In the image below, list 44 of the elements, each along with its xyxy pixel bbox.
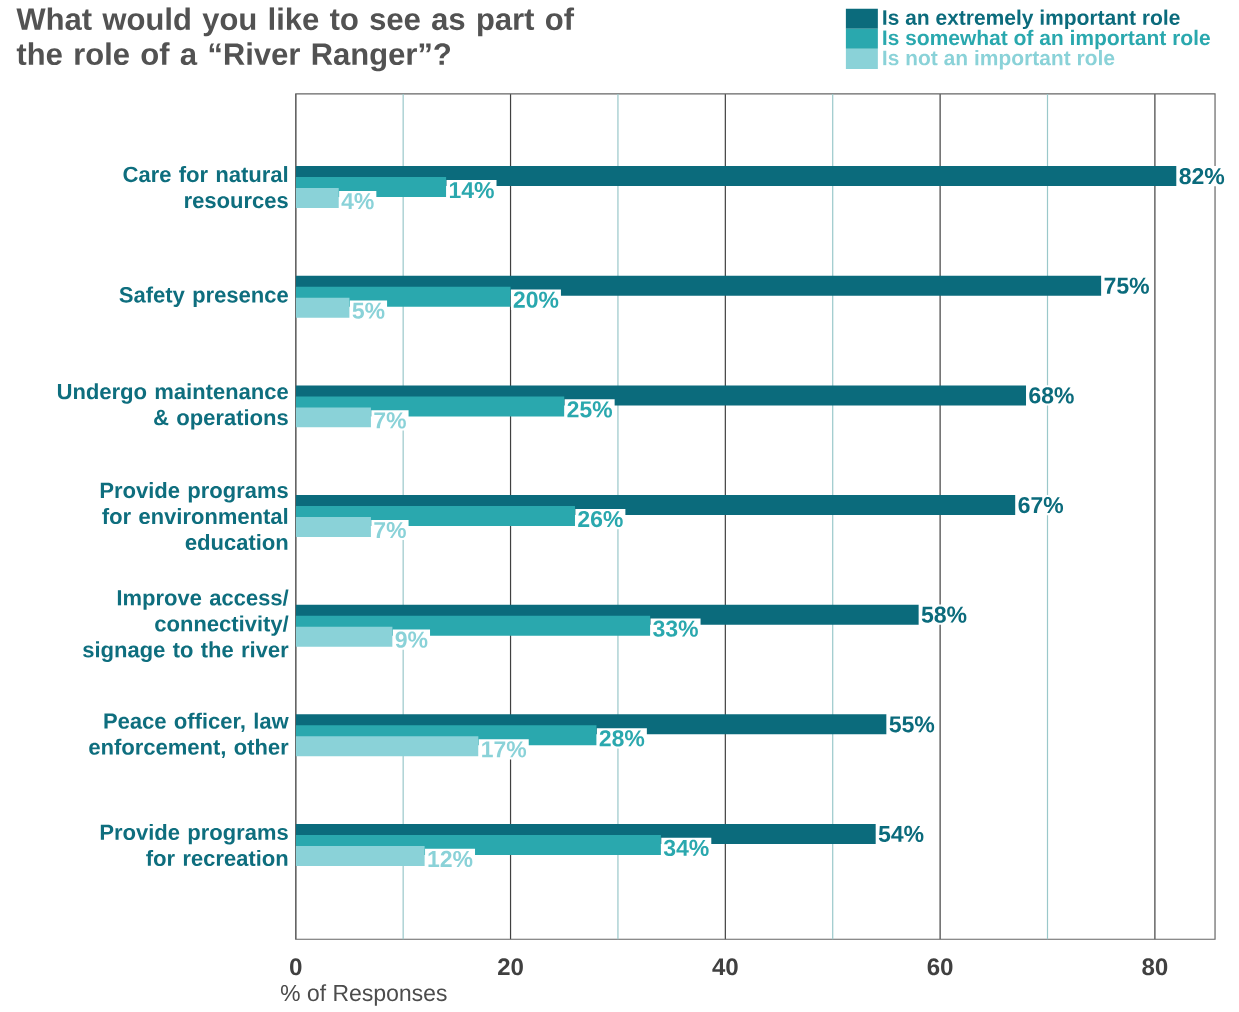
data-label: 33% xyxy=(653,620,698,637)
y-tick-label: Undergo maintenance & operations xyxy=(57,383,288,430)
data-label: 20% xyxy=(513,291,559,308)
legend-label: Is not an important role xyxy=(883,49,1115,70)
data-label: 55% xyxy=(889,716,935,733)
data-label: 26% xyxy=(578,510,623,528)
x-tick-label: 0 xyxy=(290,958,302,976)
y-tick-label: Provide programs for environmental education xyxy=(100,481,288,550)
data-label: 12% xyxy=(428,850,473,867)
data-label: 58% xyxy=(921,606,967,623)
y-tick-label: Safety presence xyxy=(119,286,288,307)
legend-label: Is an extremely important role xyxy=(883,9,1180,30)
x-tick-label: 60 xyxy=(927,958,953,976)
bar xyxy=(295,407,371,428)
data-label: 54% xyxy=(878,825,924,842)
chart-title: What would you like to see as part of the role of a “River Ranger”? xyxy=(16,7,575,72)
x-tick-label: 80 xyxy=(1142,958,1168,976)
data-label: 28% xyxy=(599,730,645,747)
data-label: 5% xyxy=(352,302,385,319)
y-tick-label: Peace officer, law enforcement, other xyxy=(89,712,289,758)
data-label: 7% xyxy=(374,412,406,429)
legend-label: Is somewhat of an important role xyxy=(883,29,1210,50)
data-label: 34% xyxy=(663,839,709,856)
bar xyxy=(295,297,350,318)
x-tick-label: 40 xyxy=(712,958,738,976)
bar xyxy=(295,626,393,647)
bar xyxy=(295,845,425,866)
data-label: 67% xyxy=(1018,496,1064,514)
data-label: 82% xyxy=(1179,167,1225,185)
y-tick-label: Care for natural resources xyxy=(123,165,288,209)
bar xyxy=(295,188,339,208)
bar xyxy=(295,516,371,537)
data-label: 7% xyxy=(374,521,406,539)
data-label: 75% xyxy=(1104,277,1149,294)
data-label: 17% xyxy=(482,741,527,758)
data-label: 4% xyxy=(341,192,374,210)
x-axis-title: % of Responses xyxy=(280,984,447,1006)
data-label: 68% xyxy=(1029,387,1074,404)
y-tick-label: Provide programs for recreation xyxy=(100,823,288,866)
y-tick-label: Improve access/ connectivity/ signage to the river xyxy=(83,589,289,662)
data-label: 25% xyxy=(567,401,613,418)
data-label: 9% xyxy=(395,631,428,648)
x-tick-label: 20 xyxy=(498,958,523,976)
data-label: 14% xyxy=(449,181,494,199)
